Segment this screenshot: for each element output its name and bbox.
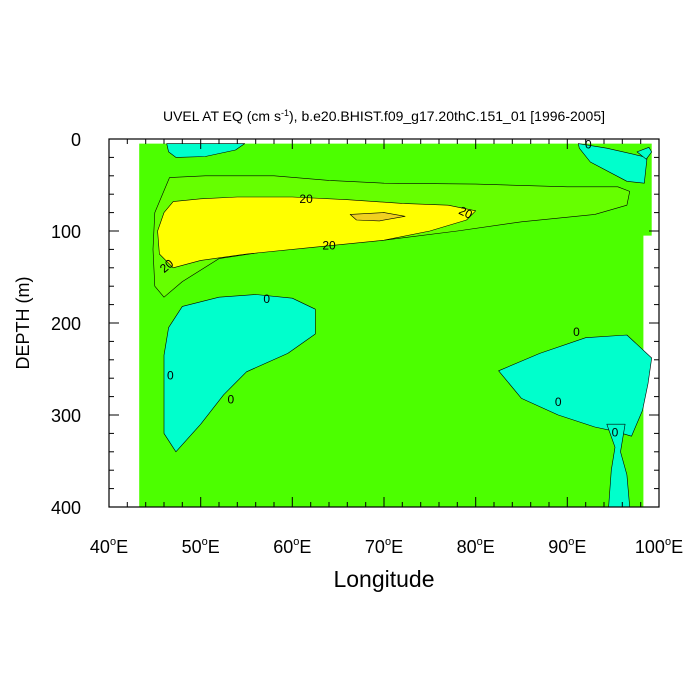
y-tick-label-300: 300 (51, 406, 81, 426)
x-tick-label-80: 80oE (457, 536, 495, 557)
contour-regions (139, 143, 653, 508)
contour-label-6: 0 (573, 325, 580, 339)
x-tick-label-70: 70oE (365, 536, 403, 557)
contour-region-top-west-negative (166, 143, 245, 158)
contour-region-west-negative (163, 294, 316, 453)
contour-label-8: 0 (228, 392, 235, 406)
x-tick-labels: 40oE 50oE 60oE 70oE 80oE 90oE 100oE (90, 536, 683, 557)
x-axis-label: Longitude (333, 566, 434, 592)
contour-label-9: 0 (555, 395, 562, 409)
contour-region-top-east-negative (577, 143, 648, 184)
contour-label-7: 0 (167, 368, 174, 382)
x-tick-label-90: 90oE (548, 536, 586, 557)
x-tick-label-40: 40oE (90, 536, 128, 557)
y-tick-label-200: 200 (51, 314, 81, 334)
contour-label-1: 20 (457, 203, 475, 221)
y-tick-labels: 0 100 200 300 400 (51, 130, 81, 518)
contour-label-10: 0 (612, 426, 619, 440)
contour-label-2: 20 (322, 239, 336, 253)
y-tick-label-0: 0 (71, 130, 81, 150)
x-tick-label-60: 60oE (273, 536, 311, 557)
contour-label-4: 0 (585, 138, 592, 152)
contour-label-0: 20 (299, 192, 313, 206)
contour-region-east-negative (498, 334, 653, 437)
y-tick-label-400: 400 (51, 498, 81, 518)
chart-title: UVEL AT EQ (cm s-1), b.e20.BHIST.f09_g17… (163, 108, 605, 124)
y-tick-label-100: 100 (51, 222, 81, 242)
axis-ticks (108, 138, 660, 508)
x-tick-label-100: 100oE (635, 536, 683, 557)
contour-region-jet-max (349, 212, 406, 222)
x-tick-label-50: 50oE (182, 536, 220, 557)
y-axis-label: DEPTH (m) (13, 277, 33, 370)
contour-region-top-east-small (636, 147, 653, 160)
contour-label-5: 0 (263, 292, 270, 306)
